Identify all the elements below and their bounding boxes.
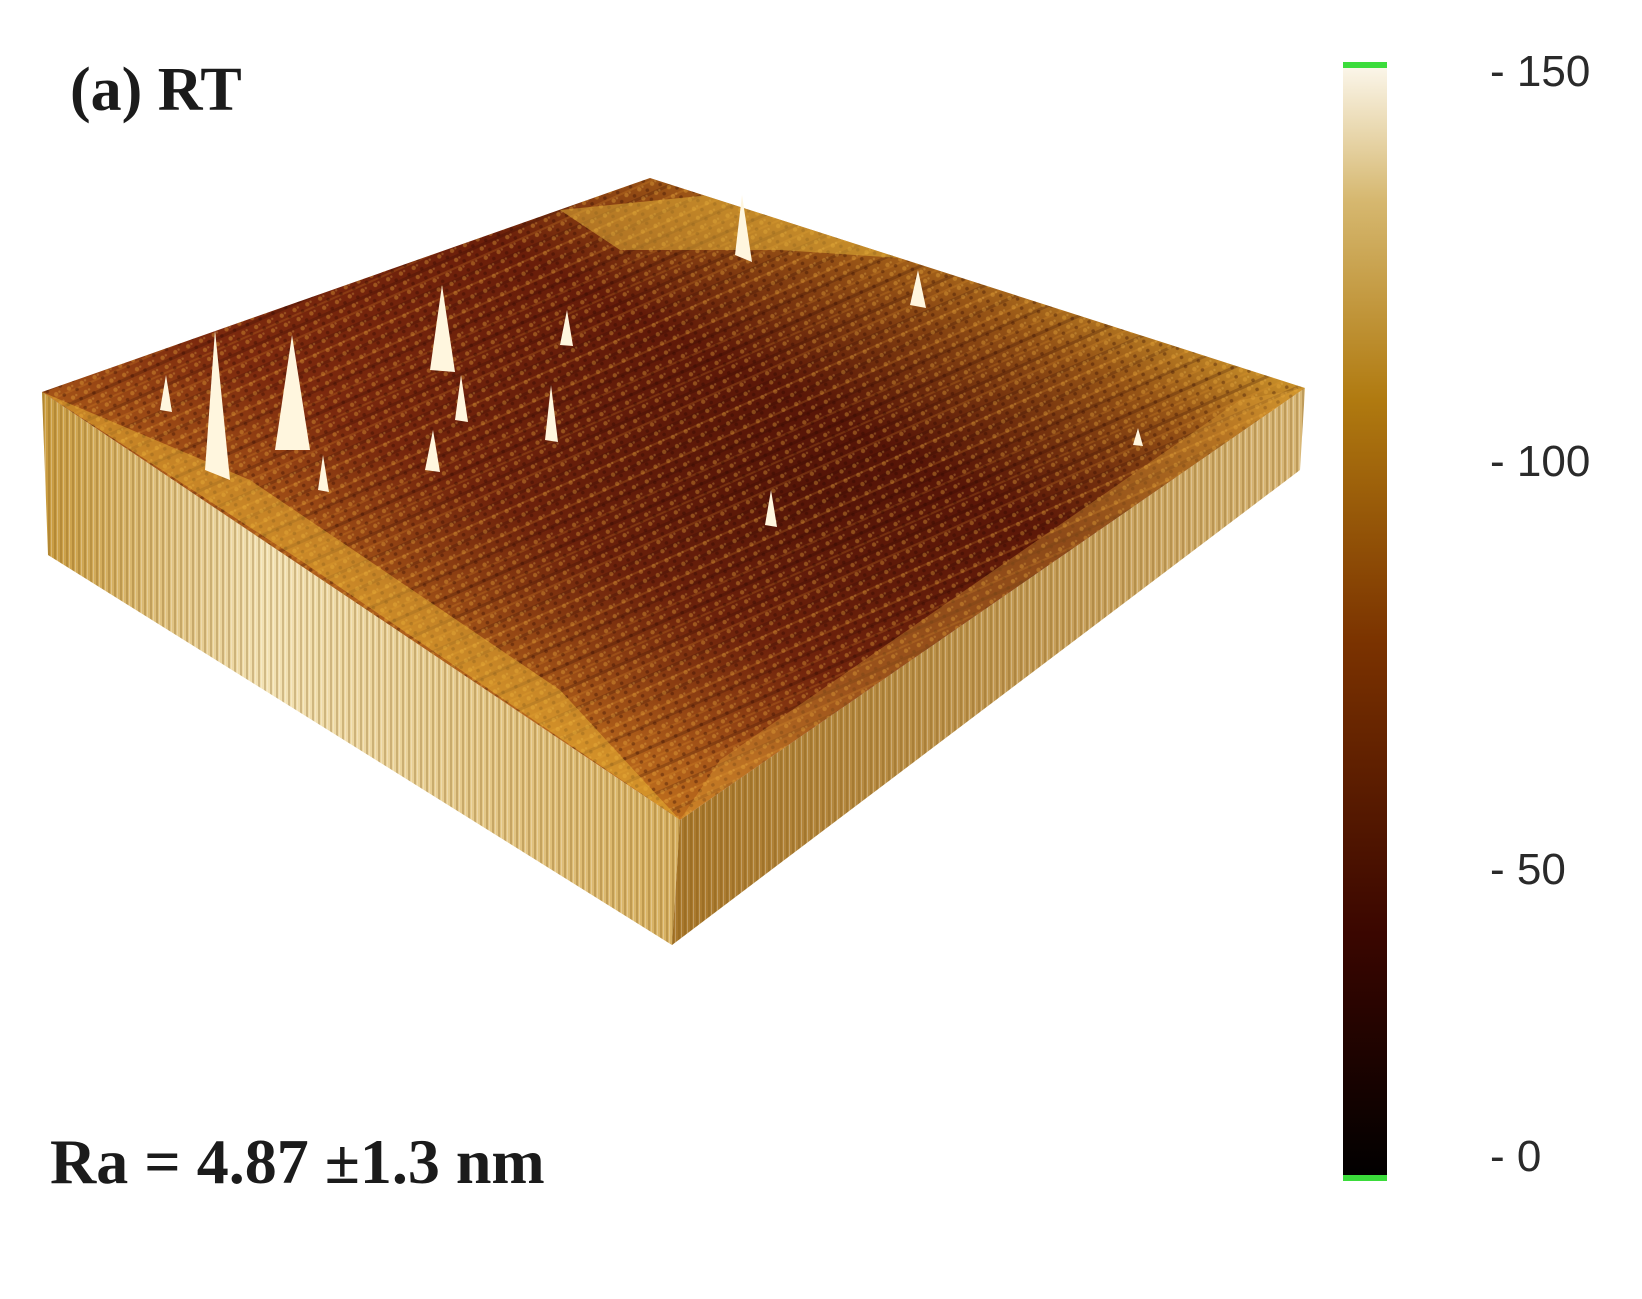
colorbar-bottom-marker [1343, 1175, 1387, 1181]
afm-surface-3d [42, 178, 1305, 945]
roughness-label: Ra = 4.87 ±1.3 nm [50, 1126, 545, 1197]
colorbar-gradient [1343, 66, 1387, 1180]
colorbar-top-marker [1343, 62, 1387, 68]
colorbar-tick-0: - 0 [1490, 1132, 1542, 1181]
colorbar [1343, 62, 1387, 1181]
colorbar-tick-150: - 150 [1490, 47, 1591, 96]
surface-peaks [160, 195, 1143, 527]
panel-label: (a) RT [70, 56, 242, 124]
colorbar-tick-50: - 50 [1490, 845, 1566, 894]
colorbar-tick-100: - 100 [1490, 437, 1591, 486]
